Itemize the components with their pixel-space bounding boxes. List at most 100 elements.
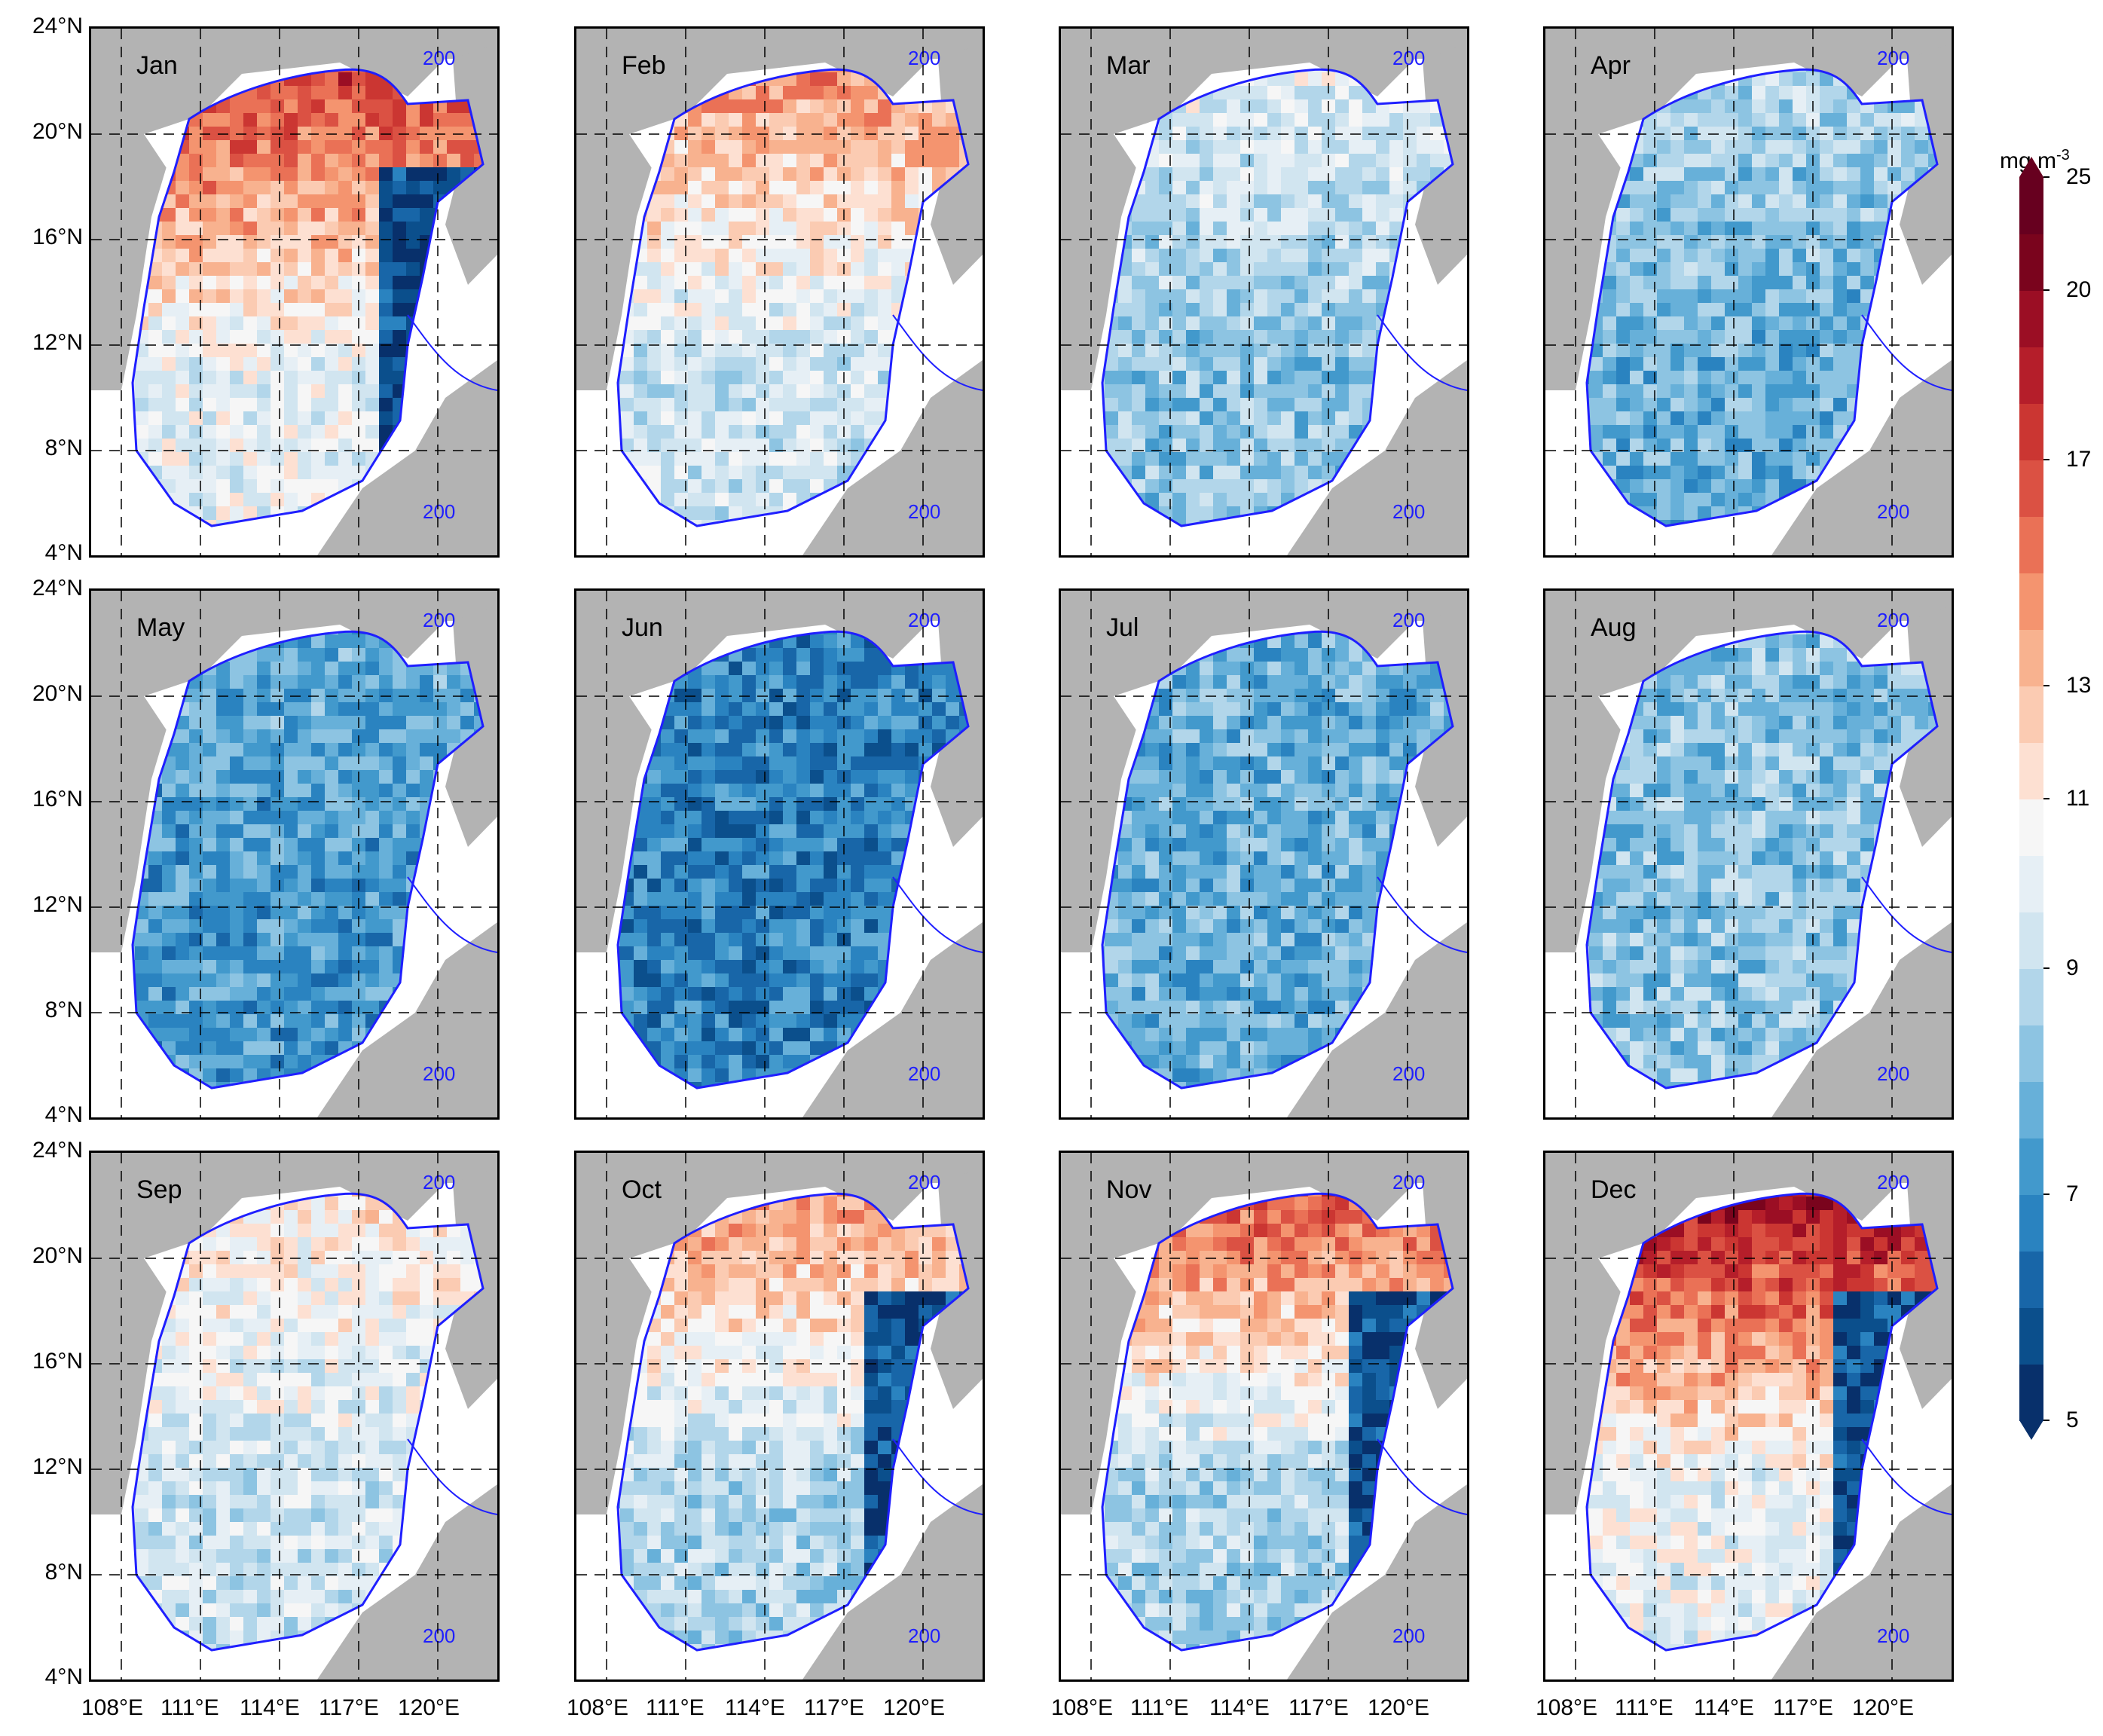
lat-tick-label: 12°N <box>32 330 83 355</box>
isobath-contour-200 <box>1585 630 1939 1090</box>
colorbar <box>2019 157 2050 1440</box>
contour-label: 200 <box>1392 1171 1425 1194</box>
lat-tick-label: 24°N <box>32 576 83 601</box>
month-label-sep: Sep <box>136 1175 182 1204</box>
lon-tick-label: 117°E <box>1773 1695 1833 1720</box>
contour-label-south: 200 <box>1877 500 1909 523</box>
lon-tick-label: 120°E <box>398 1695 460 1720</box>
month-label-dec: Dec <box>1591 1175 1637 1204</box>
isobath-contour-east <box>1861 876 1952 953</box>
land-borneo <box>802 360 983 555</box>
lat-tick-label: 12°N <box>32 1454 83 1479</box>
isobath-contour-east <box>1861 314 1952 391</box>
lon-tick-label: 114°E <box>1694 1695 1754 1720</box>
grid <box>1061 29 1467 555</box>
colorbar-swatch <box>2019 799 2043 856</box>
colorbar-swatch <box>2019 573 2043 630</box>
colorbar-swatch <box>2019 968 2043 1025</box>
colorbar-arrow-bottom <box>2019 1420 2043 1440</box>
lat-tick-label: 20°N <box>32 681 83 706</box>
land-borneo <box>317 360 497 555</box>
lat-tick-label: 12°N <box>32 892 83 917</box>
lat-tick-label: 8°N <box>44 1560 83 1585</box>
land-borneo <box>1771 360 1952 555</box>
colorbar-swatch <box>2019 629 2043 686</box>
contour-label: 200 <box>1392 609 1425 631</box>
map-panel-aug: 200 200 Aug <box>1543 588 1954 1120</box>
colorbar-tick-label: 11 <box>2066 786 2090 811</box>
lat-tick-label: 20°N <box>32 119 83 144</box>
map-panel-mar: 200 200 Mar <box>1059 26 1469 558</box>
isobath-contour-east <box>1377 876 1467 953</box>
colorbar-tick-label: 17 <box>2066 447 2092 472</box>
map-panel-feb: 200 200 Feb <box>574 26 985 558</box>
contour-label: 200 <box>1877 609 1909 631</box>
map-jan: 200 200 <box>91 29 497 555</box>
isobath-contour-200 <box>1101 68 1454 527</box>
grid <box>1545 1153 1952 1679</box>
grid <box>576 591 983 1117</box>
isobath-contour-east <box>1861 1438 1952 1515</box>
map-aug: 200 200 <box>1545 591 1952 1117</box>
month-label-apr: Apr <box>1591 51 1631 80</box>
lon-tick-label: 108°E <box>81 1695 144 1720</box>
land-borneo <box>1287 360 1467 555</box>
grid <box>1061 1153 1467 1679</box>
colorbar-unit-exponent: -3 <box>2056 147 2070 164</box>
colorbar-swatch <box>2019 742 2043 799</box>
contour-label: 200 <box>1392 47 1425 69</box>
contour-label-south: 200 <box>1392 1624 1425 1647</box>
contour-label-south: 200 <box>1877 1624 1909 1647</box>
lat-tick-label: 24°N <box>32 14 83 38</box>
colorbar-swatch <box>2019 1081 2043 1138</box>
lon-tick-label: 108°E <box>1051 1695 1114 1720</box>
colorbar-swatch <box>2019 1025 2043 1082</box>
contour-label: 200 <box>1877 1171 1909 1194</box>
colorbar-swatch <box>2019 1194 2043 1252</box>
lat-tick-label: 20°N <box>32 1243 83 1268</box>
map-jul: 200 200 <box>1061 591 1467 1117</box>
isobath-contour-east <box>407 1438 497 1515</box>
colorbar-swatch <box>2019 516 2043 573</box>
isobath-contour-east <box>1377 1438 1467 1515</box>
colorbar-swatch <box>2019 686 2043 743</box>
isobath-contour-east <box>1377 314 1467 391</box>
lat-tick-label: 4°N <box>44 540 83 565</box>
month-label-oct: Oct <box>622 1175 662 1204</box>
map-nov: 200 200 <box>1061 1153 1467 1679</box>
contour-label: 200 <box>423 1171 455 1194</box>
isobath-contour-east <box>892 1438 983 1515</box>
colorbar-swatch <box>2019 177 2043 234</box>
lon-tick-label: 117°E <box>319 1695 379 1720</box>
grid <box>91 591 497 1117</box>
map-mar: 200 200 <box>1061 29 1467 555</box>
isobath-contour-200 <box>131 1192 484 1652</box>
contour-label-south: 200 <box>1392 500 1425 523</box>
colorbar-arrow-top <box>2019 157 2043 177</box>
lon-tick-label: 114°E <box>725 1695 785 1720</box>
isobath-contour-east <box>892 314 983 391</box>
isobath-contour-200 <box>1101 630 1454 1090</box>
colorbar-tick-label: 20 <box>2066 277 2092 302</box>
land-borneo <box>317 922 497 1117</box>
colorbar-tick-label: 13 <box>2066 673 2092 698</box>
map-panel-jun: 200 200 Jun <box>574 588 985 1120</box>
grid <box>91 29 497 555</box>
map-panel-may: 200 200 May <box>89 588 500 1120</box>
land-borneo <box>1771 1484 1952 1679</box>
month-label-feb: Feb <box>622 51 666 80</box>
land-borneo <box>1771 922 1952 1117</box>
map-feb: 200 200 <box>576 29 983 555</box>
lon-tick-label: 108°E <box>567 1695 629 1720</box>
lon-tick-label: 114°E <box>1209 1695 1270 1720</box>
colorbar-swatch <box>2019 1251 2043 1308</box>
isobath-contour-200 <box>131 68 484 527</box>
map-panel-nov: 200 200 Nov <box>1059 1151 1469 1682</box>
month-label-jan: Jan <box>136 51 178 80</box>
map-panel-jul: 200 200 Jul <box>1059 588 1469 1120</box>
contour-label: 200 <box>423 609 455 631</box>
lat-tick-label: 8°N <box>44 998 83 1022</box>
contour-label-south: 200 <box>423 1624 455 1647</box>
contour-label-south: 200 <box>908 1624 940 1647</box>
